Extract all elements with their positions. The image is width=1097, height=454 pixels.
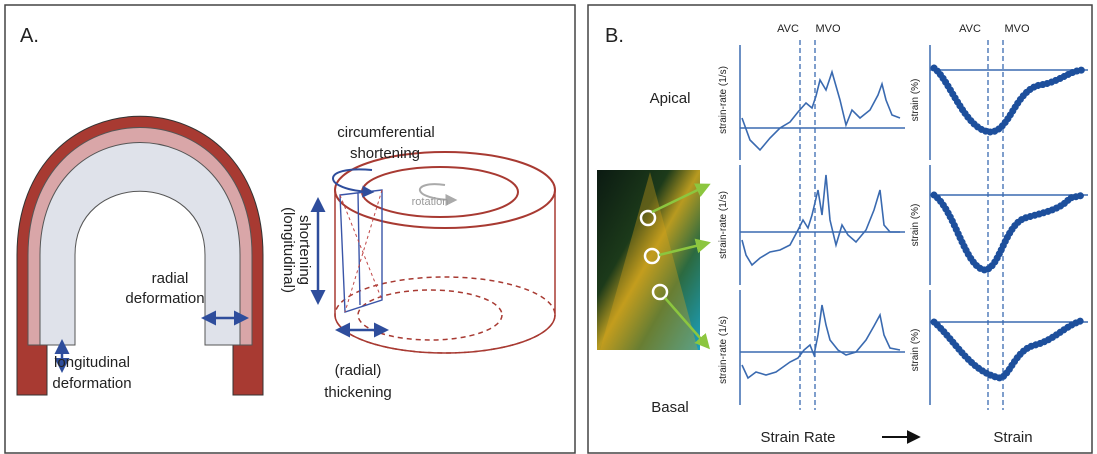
event-label: MVO [815,23,841,35]
footer-label: Strain [993,429,1032,446]
roi-circle [643,247,661,265]
row-label: Basal [651,399,689,416]
annotation: rotation [412,196,449,208]
annotation: (radial) [335,362,382,379]
strain-rate-curve [741,69,901,152]
annotation: deformation [125,290,204,307]
roi-circle [639,209,657,227]
event-label: AVC [959,23,981,35]
roi-arrow [664,297,710,350]
annotation: deformation [52,375,131,392]
annotation: shortening [296,215,313,285]
strain-curve [930,316,1088,382]
panel-label: A. [20,25,39,47]
panel-label: B. [605,25,624,47]
roi-arrow [658,238,711,257]
strain-curve [930,64,1088,136]
event-label: AVC [777,23,799,35]
rotation-arrow [418,183,458,206]
segment-diagonal [339,189,383,313]
annotation: circumferential [337,124,435,141]
event-label: MVO [1004,23,1030,35]
annotation: thickening [324,384,392,401]
annotation: radial [152,270,189,287]
cylinder-bottom-inner [357,289,503,341]
arch-endocardium [39,142,241,346]
annotation: longitudinal [54,354,130,371]
annotation: (longitudinal) [280,207,297,293]
roi-arrow [651,183,711,214]
circumferential-arrow [332,168,375,198]
cylinder-bottom-front [334,314,556,354]
annotation: shortening [350,145,420,162]
footer-label: Strain Rate [760,429,835,446]
roi-circle [651,283,669,301]
row-label: Apical [650,90,691,107]
panel-frame [4,4,576,454]
axis-label: strain-rate (1/s) [718,66,729,134]
cylinder-top [334,151,556,229]
cylinder-top-inner [361,166,519,218]
strain-rate-curve [741,174,900,267]
axis-label: strain (%) [910,329,921,372]
segment-wedge [339,189,383,313]
axis-label: strain-rate (1/s) [718,191,729,259]
panel-frame [587,4,1093,454]
strain-curve [930,191,1088,274]
strain-rate-curve [741,304,901,380]
axis-label: strain (%) [910,204,921,247]
axis-label: strain (%) [910,79,921,122]
axis-label: strain-rate (1/s) [718,316,729,384]
